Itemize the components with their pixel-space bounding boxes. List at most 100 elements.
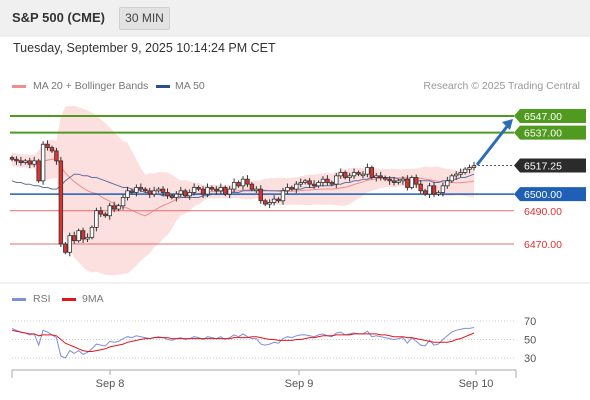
candle-body [9, 157, 15, 160]
candle-body [356, 172, 361, 175]
candle-body [382, 177, 388, 180]
legend-label-rsi: RSI [33, 293, 51, 305]
legend-swatch-9ma [62, 298, 76, 301]
candle-body [405, 178, 410, 188]
candle-body [422, 190, 428, 195]
candle-body [320, 178, 326, 183]
candle-body [40, 143, 46, 182]
candle-body [249, 183, 255, 190]
legend-label-ma50: MA 50 [175, 80, 205, 92]
candle-body [151, 190, 157, 195]
price-tag-last [514, 158, 586, 173]
candle-body [302, 180, 308, 183]
candle-body [143, 188, 148, 192]
candle-body [89, 226, 95, 238]
legend-swatch-ma50 [156, 85, 170, 88]
candle-body [276, 198, 281, 202]
candle-body [396, 180, 401, 183]
candle-body [258, 188, 263, 202]
candle-body [200, 188, 206, 195]
forecast-arrow-shaft [475, 123, 511, 166]
candle-body [271, 198, 277, 203]
candle-body [129, 190, 135, 193]
legend-swatch-bollinger [12, 85, 26, 88]
candle-body [111, 205, 117, 210]
candle-body [18, 160, 24, 163]
candle-body [471, 165, 477, 168]
candle-body [347, 175, 352, 178]
candle-body [329, 182, 335, 185]
candle-body [254, 188, 259, 192]
candle-body [196, 187, 201, 190]
candle-body [80, 230, 86, 240]
candle-body [94, 210, 99, 228]
candle-body [49, 147, 55, 152]
x-tick-label: Sep 9 [285, 378, 314, 390]
candle-body [214, 188, 219, 192]
candle-body [107, 205, 112, 217]
candle-body [334, 175, 339, 185]
ma20-line [11, 158, 475, 217]
candle-body [365, 167, 370, 175]
candle-body [427, 185, 432, 195]
candle-body [160, 188, 166, 193]
price-tag-label: 6500.00 [524, 189, 562, 201]
candle-body [369, 167, 375, 178]
candle-body [63, 243, 68, 253]
price-tag-label: 6490.00 [524, 206, 562, 218]
candle-body [467, 167, 472, 170]
candle-body [54, 150, 59, 162]
candle-body [387, 178, 392, 182]
candle-body [125, 190, 130, 198]
rsi-9ma-line [11, 329, 475, 352]
candle-body [409, 177, 415, 188]
candle-body [280, 190, 286, 202]
candle-body [27, 160, 32, 165]
candle-body [236, 182, 241, 187]
candle-body [440, 185, 446, 193]
candle-body [205, 187, 210, 195]
price-tag-label: 6517.25 [524, 160, 562, 172]
rsi-line [11, 327, 475, 359]
candle-body [240, 178, 246, 187]
price-tag-resistance [514, 125, 586, 140]
candle-body [418, 183, 423, 192]
candle-body [400, 178, 406, 182]
rsi-y-tick-label: 30 [524, 353, 536, 365]
candle-body [134, 187, 139, 193]
candle-body [103, 213, 108, 217]
candle-body [227, 188, 232, 195]
candle-body [223, 187, 228, 195]
price-tag-resistance [514, 109, 586, 123]
candle-body [431, 185, 437, 195]
candle-body [187, 192, 192, 197]
candle-body [351, 172, 357, 177]
rsi-y-tick-label: 70 [524, 316, 536, 328]
timeframe-badge[interactable]: 30 MIN [119, 7, 170, 30]
candle-body [76, 230, 81, 242]
candle-body [231, 182, 237, 190]
candle-body [147, 190, 152, 195]
candle-body [458, 172, 463, 175]
candle-body [263, 200, 268, 205]
candle-body [378, 175, 383, 178]
candle-body [98, 210, 104, 215]
x-tick-label: Sep 10 [459, 378, 494, 390]
candle-body [325, 178, 330, 183]
candle-body [36, 160, 41, 182]
candle-body [294, 183, 299, 190]
candle-body [374, 175, 379, 178]
candle-body [174, 193, 179, 198]
rsi-y-tick-label: 50 [524, 335, 536, 347]
ma50-line [11, 173, 475, 198]
candle-body [298, 182, 303, 185]
candle-body [338, 172, 343, 177]
candle-body [169, 195, 175, 198]
candle-body [436, 192, 441, 195]
candle-body [454, 173, 459, 177]
candle-body [391, 180, 397, 183]
candle-body [414, 177, 419, 185]
candle-body [165, 192, 170, 197]
price-tag-label: 6537.00 [524, 128, 562, 140]
